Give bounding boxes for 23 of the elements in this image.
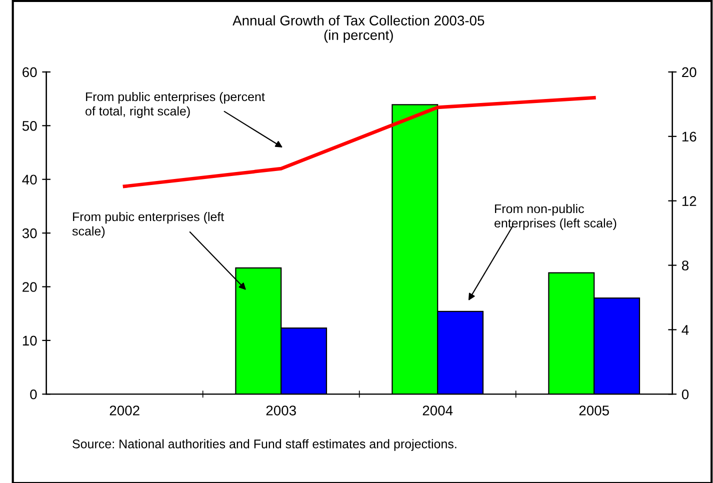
chart-subtitle: (in percent) xyxy=(324,30,393,43)
y-tick-label: 50 xyxy=(22,120,37,131)
y-tick-label: 10 xyxy=(22,336,37,346)
x-tick-label: 2002 xyxy=(110,406,140,416)
annotation: From public enterprises (percent of total, right scale) xyxy=(86,92,265,118)
y-tick-label: 20 xyxy=(22,282,37,292)
x-tick-label: 2005 xyxy=(579,406,609,416)
y2-tick-label: 16 xyxy=(682,132,696,142)
y-tick-label: 0 xyxy=(30,389,37,400)
annotation: From non-public enterprises (left scale) xyxy=(494,204,616,230)
y-tick-label: 30 xyxy=(22,228,37,238)
chart-title: Annual Growth of Tax Collection 2003-05 xyxy=(232,15,484,26)
y2-tick-label: 12 xyxy=(682,196,696,206)
x-tick-label: 2004 xyxy=(422,406,453,416)
y2-tick-label: 4 xyxy=(682,325,689,335)
y2-tick-label: 0 xyxy=(682,389,689,400)
annotation: From pubic enterprises (left scale) xyxy=(72,212,224,238)
y-tick-label: 60 xyxy=(22,67,37,78)
source-note: Source: National authorities and Fund staff estimates and projections. xyxy=(72,439,456,451)
x-tick-label: 2003 xyxy=(266,406,296,416)
y2-tick-label: 20 xyxy=(682,67,696,78)
y-tick-label: 40 xyxy=(22,174,37,185)
y2-tick-label: 8 xyxy=(682,260,689,270)
